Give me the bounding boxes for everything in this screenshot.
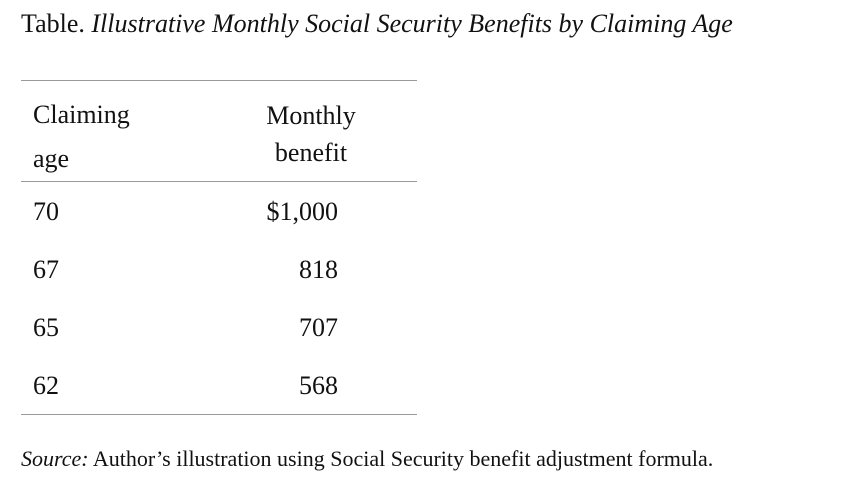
table-title: Table. Illustrative Monthly Social Secur… [21,6,733,42]
table-header-rule [21,181,417,182]
title-text: Illustrative Monthly Social Security Ben… [91,9,733,38]
source-label: Source: [21,446,89,471]
claiming-age-cell: 67 [33,255,59,284]
claiming-age-cell: 65 [33,313,59,342]
title-prefix: Table. [21,9,85,38]
claiming-age-cell: 62 [33,371,59,400]
column-header-claiming-age-line-2: age [33,144,70,173]
column-header-claiming-age-line-1: Claiming [33,100,130,129]
monthly-benefit-cell: 707 [299,313,338,342]
claiming-age-cell: 70 [33,197,59,226]
monthly-benefit-cell: 568 [299,371,338,400]
column-header-monthly-benefit-line-2: benefit [274,138,348,167]
table-row: 67 818 [21,241,417,299]
source-note: Source: Author’s illustration using Soci… [21,442,713,476]
table-top-rule [21,80,417,81]
table-row: 70 $1,000 [21,183,417,241]
table-bottom-rule [21,414,417,415]
table-row: 65 707 [21,299,417,357]
column-header-monthly-benefit-line-1: Monthly [266,101,356,130]
column-header-claiming-age: Claiming age [33,93,193,181]
monthly-benefit-cell: $1,000 [266,197,339,226]
source-text: Author’s illustration using Social Secur… [92,446,714,471]
column-header-monthly-benefit: Monthly benefit [231,97,391,171]
table-row: 62 568 [21,357,417,415]
monthly-benefit-cell: 818 [299,255,338,284]
